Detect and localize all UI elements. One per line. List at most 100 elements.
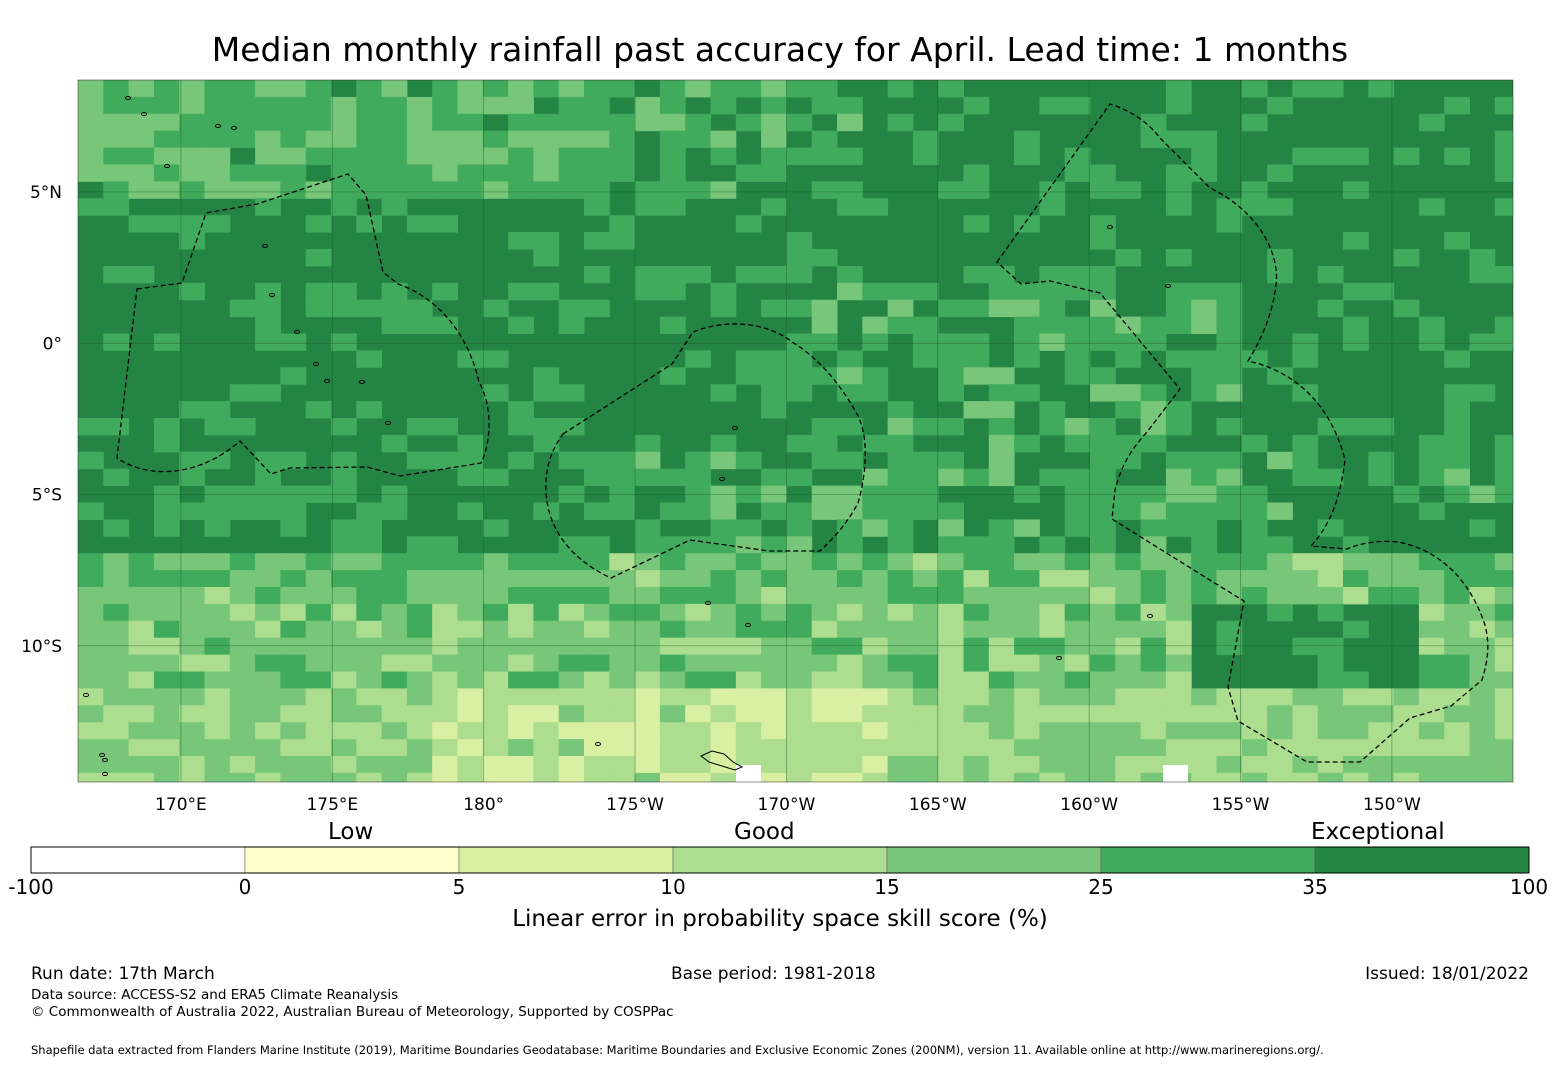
skill-cell	[558, 587, 585, 605]
skill-cell	[229, 688, 256, 706]
skill-cell	[1014, 705, 1040, 723]
island-outline	[215, 123, 221, 129]
skill-cell	[685, 536, 711, 554]
skill-cell	[710, 570, 737, 588]
skill-cell	[1418, 603, 1445, 622]
skill-cell	[1317, 637, 1344, 656]
skill-cell	[533, 620, 560, 639]
skill-cell	[963, 637, 990, 656]
skill-cell	[837, 688, 863, 706]
skill-cell	[432, 164, 458, 182]
skill-cell	[1444, 654, 1470, 672]
skill-cell	[508, 418, 534, 436]
skill-cell	[1064, 722, 1091, 740]
skill-cell	[482, 637, 509, 656]
skill-cell	[558, 671, 585, 689]
skill-cell	[963, 350, 990, 368]
lon-tick-label: 160°W	[1060, 795, 1118, 815]
skill-cell	[938, 739, 964, 757]
skill-cell	[204, 587, 231, 605]
skill-cell	[1165, 401, 1192, 419]
skill-cell	[406, 756, 433, 774]
skill-cell	[482, 570, 509, 588]
skill-cell	[1469, 249, 1496, 267]
skill-cell	[1090, 570, 1116, 588]
skill-cell	[1064, 603, 1091, 622]
skill-cell	[634, 553, 661, 571]
skill-cell	[1191, 739, 1217, 757]
skill-cell	[634, 772, 661, 782]
skill-cell	[1039, 671, 1066, 689]
skill-cell	[558, 147, 585, 165]
skill-cell	[356, 401, 383, 419]
skill-cell	[1292, 80, 1319, 98]
colorbar-box	[886, 846, 1102, 874]
skill-cell	[331, 722, 357, 740]
skill-cell	[786, 249, 813, 267]
skill-cell	[103, 553, 130, 571]
skill-cell	[432, 688, 458, 706]
skill-cell	[938, 502, 964, 520]
skill-cell	[912, 603, 939, 622]
skill-cell	[710, 671, 737, 689]
skill-cell	[1494, 620, 1513, 639]
skill-cell	[837, 418, 863, 436]
skill-cell	[1241, 756, 1268, 774]
skill-cell	[887, 739, 914, 757]
skill-cell	[1039, 299, 1066, 318]
skill-cell	[204, 401, 231, 419]
skill-cell	[1191, 299, 1217, 318]
skill-cell	[609, 553, 636, 571]
skill-cell	[331, 130, 357, 149]
skill-cell	[356, 637, 383, 656]
skill-cell	[1368, 772, 1395, 782]
skill-cell	[558, 299, 585, 318]
skill-cell	[1267, 772, 1293, 782]
skill-cell	[432, 637, 458, 656]
skill-cell	[508, 130, 534, 149]
skill-cell	[255, 756, 281, 774]
skill-cell	[229, 113, 256, 132]
skill-cell	[558, 164, 585, 182]
skill-cell	[1064, 637, 1091, 656]
skill-cell	[1064, 333, 1091, 351]
skill-cell	[1090, 164, 1116, 182]
skill-cell	[331, 553, 357, 571]
skill-cell	[659, 181, 686, 199]
skill-cell	[887, 401, 914, 419]
skill-cell	[1393, 299, 1420, 318]
skill-cell	[609, 80, 636, 98]
skill-cell	[1494, 637, 1513, 656]
skill-cell	[912, 739, 939, 757]
skill-cell	[912, 451, 939, 470]
skill-cell	[331, 637, 357, 656]
skill-cell	[761, 147, 787, 165]
skill-cell	[811, 147, 838, 165]
skill-cell	[761, 756, 787, 774]
map-title: Median monthly rainfall past accuracy fo…	[211, 30, 1349, 69]
skill-cell	[558, 536, 585, 554]
skill-cell	[558, 553, 585, 571]
skill-cell	[887, 756, 914, 774]
skill-cell	[1444, 739, 1470, 757]
skill-cell	[533, 688, 560, 706]
skill-cell	[912, 654, 939, 672]
skill-cell	[1064, 96, 1091, 115]
skill-cell	[1115, 772, 1142, 782]
legend-low: Low	[328, 819, 374, 845]
skill-cell	[179, 620, 205, 639]
skill-cell	[179, 282, 205, 301]
island-outline	[294, 329, 300, 335]
eez-gilbert-islands	[116, 173, 490, 477]
skill-cell	[837, 519, 863, 537]
skill-cell	[280, 772, 307, 782]
skill-cell	[1014, 620, 1040, 639]
skill-cell	[1494, 265, 1513, 284]
skill-cell	[912, 130, 939, 149]
skill-cell	[761, 384, 787, 402]
skill-cell	[78, 772, 104, 782]
skill-cell	[1039, 265, 1066, 284]
legend-exceptional: Exceptional	[1311, 819, 1445, 845]
skill-cell	[837, 772, 863, 782]
skill-cell	[1039, 654, 1066, 672]
